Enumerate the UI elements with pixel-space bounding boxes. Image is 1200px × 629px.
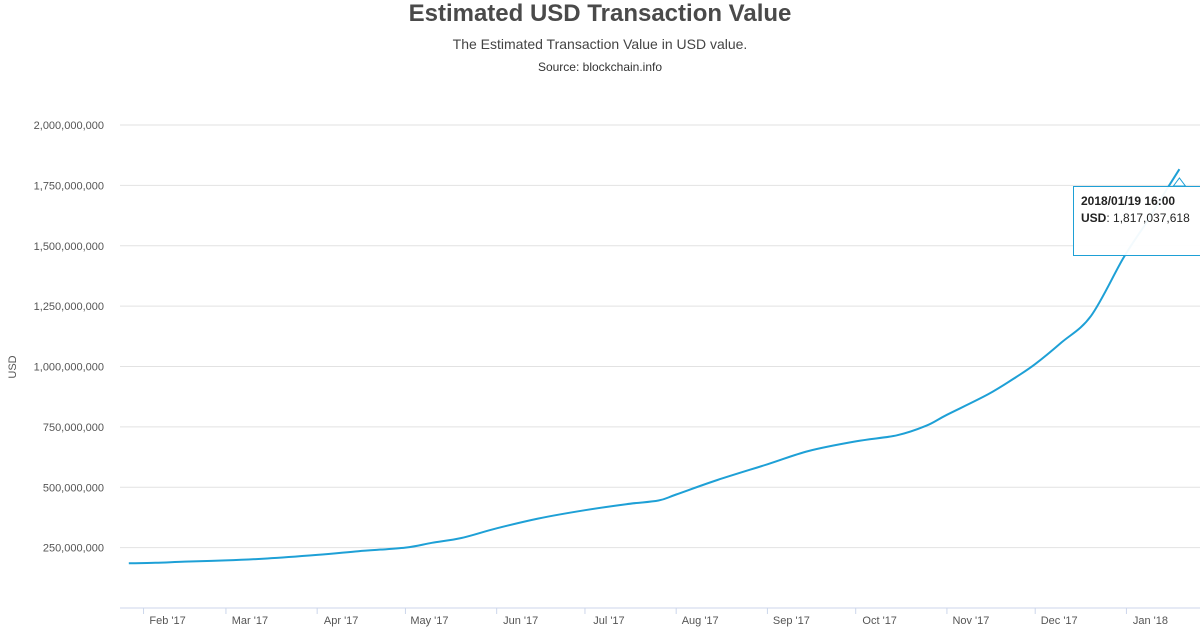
y-tick-label: 1,500,000,000 <box>34 241 104 253</box>
x-tick-label: Mar '17 <box>232 615 268 627</box>
x-tick-label: Oct '17 <box>862 615 897 627</box>
x-tick-label: Jul '17 <box>593 615 624 627</box>
x-tick-label: Apr '17 <box>324 615 359 627</box>
tooltip-key: USD <box>1081 211 1107 225</box>
x-tick-label: Nov '17 <box>952 615 989 627</box>
y-axis-label: USD <box>7 355 19 378</box>
tooltip-line: USD: 1,817,037,618 <box>1081 211 1190 225</box>
x-tick-label: Dec '17 <box>1041 615 1078 627</box>
chart-subtitle: The Estimated Transaction Value in USD v… <box>452 36 748 52</box>
y-axis-ticks: 250,000,000 500,000,000 750,000,000 1,000,0… <box>34 120 104 555</box>
y-tick-label: 1,000,000,000 <box>34 362 104 374</box>
tooltip-date: 2018/01/19 16:00 <box>1081 194 1176 208</box>
tooltip-marker <box>1172 177 1187 187</box>
x-tick-label: Aug '17 <box>682 615 719 627</box>
tooltip-arrow <box>1172 177 1187 187</box>
x-axis-ticks: Feb '17 Mar '17 Apr '17 May '17 Jun '17 Jul '… <box>143 608 1168 627</box>
x-tick-label: Jun '17 <box>503 615 538 627</box>
tooltip-value: 1,817,037,618 <box>1113 211 1190 225</box>
chart-title: Estimated USD Transaction Value <box>408 0 792 27</box>
x-tick-label: Jan '18 <box>1133 615 1168 627</box>
series-line-usd <box>128 168 1181 565</box>
series-group <box>128 168 1181 565</box>
chart-source: Source: blockchain.info <box>537 60 663 74</box>
y-tick-label: 500,000,000 <box>43 482 104 494</box>
gridlines <box>120 124 1200 609</box>
y-tick-label: 250,000,000 <box>43 543 104 555</box>
x-tick-label: May '17 <box>410 615 448 627</box>
x-tick-label: Sep '17 <box>773 615 810 627</box>
x-tick-label: Feb '17 <box>149 615 185 627</box>
y-tick-label: 2,000,000,000 <box>34 120 104 132</box>
y-tick-label: 1,250,000,000 <box>34 301 104 313</box>
y-tick-label: 1,750,000,000 <box>34 180 104 192</box>
y-tick-label: 750,000,000 <box>43 422 104 434</box>
tooltip: 2018/01/19 16:00 USD: 1,817,037,618 <box>1073 186 1200 256</box>
